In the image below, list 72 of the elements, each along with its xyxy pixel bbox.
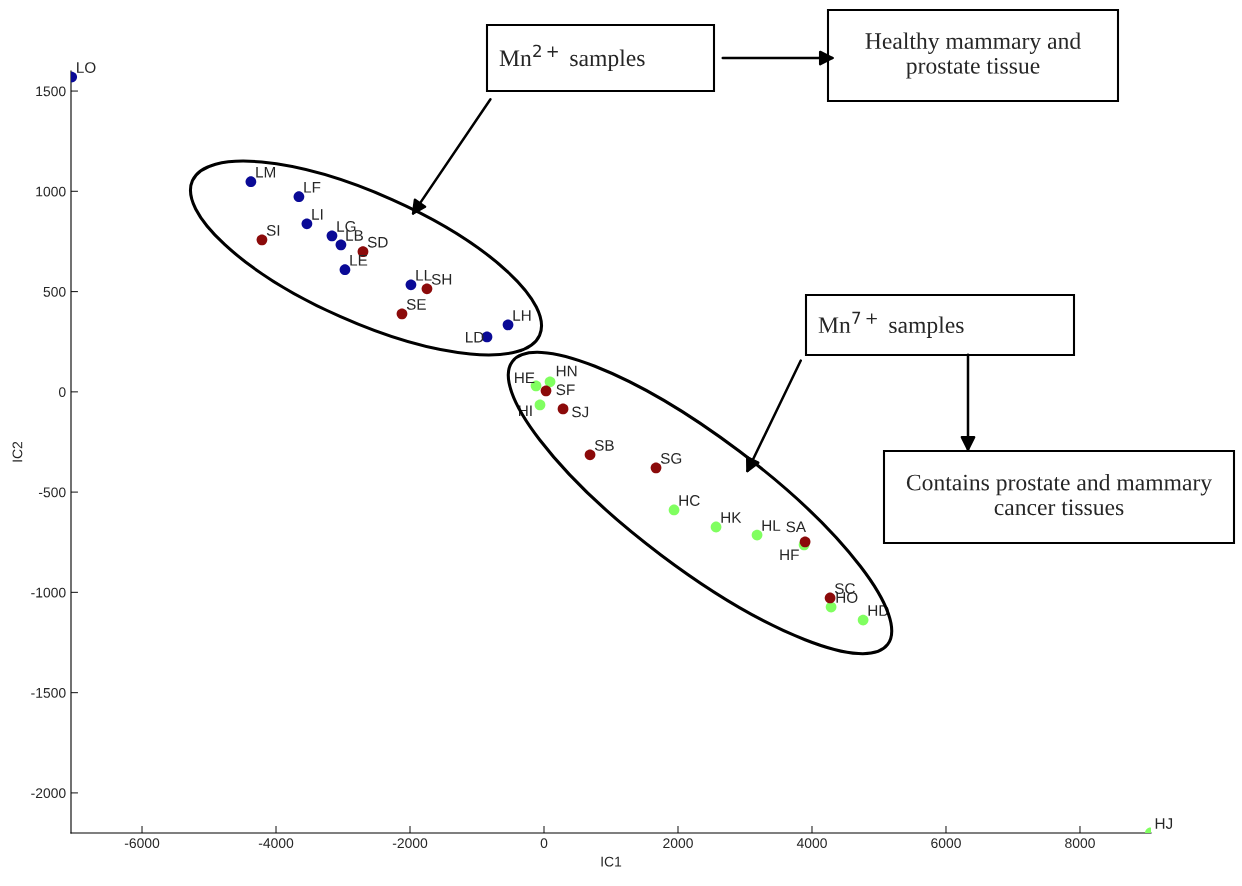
point bbox=[339, 264, 351, 276]
data-label: SH bbox=[431, 273, 452, 285]
data-label: HE bbox=[515, 372, 535, 384]
x-tick-label: 4000 bbox=[796, 838, 827, 849]
point bbox=[534, 399, 546, 411]
x-tick-label: 8000 bbox=[1065, 838, 1095, 849]
x-tick-label: -4000 bbox=[258, 838, 294, 849]
data-label: HK bbox=[721, 512, 742, 523]
point bbox=[540, 385, 552, 397]
data-label: LL bbox=[416, 270, 432, 281]
x-tick-label: -2000 bbox=[392, 838, 428, 849]
y-tick-label: 0 bbox=[58, 387, 66, 398]
point bbox=[751, 529, 763, 541]
data-label: SB bbox=[594, 439, 614, 451]
data-label: LH bbox=[513, 310, 531, 321]
point bbox=[544, 376, 556, 388]
data-label: LG bbox=[337, 221, 356, 232]
y-tick-label: -1500 bbox=[31, 687, 66, 698]
point bbox=[335, 239, 347, 251]
x-tick-label: 2000 bbox=[663, 838, 693, 849]
y-tick-label: -500 bbox=[38, 487, 66, 498]
annotation: Contains prostate and mammary cancer tissues bbox=[906, 473, 1213, 516]
data-label: LE bbox=[350, 255, 368, 266]
data-label: HO bbox=[836, 592, 858, 603]
point bbox=[293, 191, 305, 203]
y-tick-label: -2000 bbox=[31, 788, 66, 799]
data-label: LM bbox=[256, 167, 276, 178]
data-label: HC bbox=[679, 495, 700, 506]
data-label: HL bbox=[762, 520, 781, 531]
data-label: SE bbox=[406, 299, 426, 310]
point bbox=[584, 449, 596, 461]
y-tick-label: 1500 bbox=[36, 86, 66, 97]
data-label: HN bbox=[556, 365, 577, 377]
point bbox=[421, 283, 433, 295]
point bbox=[245, 176, 257, 188]
data-label: SG bbox=[660, 453, 682, 464]
data-label: LF bbox=[304, 182, 321, 193]
point bbox=[502, 319, 514, 331]
point bbox=[857, 614, 869, 626]
x-tick-label: 0 bbox=[540, 838, 548, 849]
point bbox=[825, 601, 837, 613]
point bbox=[824, 592, 836, 604]
data-label: SF bbox=[556, 384, 575, 396]
data-label: HJ bbox=[1155, 818, 1173, 829]
x-axis-title: IC1 bbox=[601, 856, 622, 867]
data-label: SA bbox=[786, 521, 806, 533]
annotation: Healthy mammary and prostate tissue bbox=[865, 32, 1081, 79]
x-tick-label: -6000 bbox=[124, 838, 160, 849]
y-tick-label: 500 bbox=[43, 286, 66, 297]
y-axis-title: IC2 bbox=[12, 441, 23, 462]
point bbox=[405, 279, 417, 291]
point bbox=[557, 403, 569, 415]
data-label: HF bbox=[780, 549, 799, 561]
data-label: LO bbox=[77, 62, 96, 73]
annotation: Mn$^{7+}$ samples bbox=[818, 311, 964, 338]
point bbox=[326, 230, 338, 242]
text: Mn$^{2+}$ samples bbox=[499, 44, 645, 71]
point bbox=[256, 234, 268, 246]
point bbox=[301, 218, 313, 230]
data-label: SJ bbox=[572, 406, 589, 418]
point bbox=[396, 308, 408, 320]
data-label: LB bbox=[346, 230, 363, 241]
y-tick-label: -1000 bbox=[31, 587, 66, 598]
data-label: SI bbox=[266, 225, 280, 236]
y-tick-label: 1000 bbox=[36, 186, 66, 197]
data-label: SD bbox=[367, 236, 388, 248]
point bbox=[650, 462, 662, 474]
point bbox=[668, 504, 680, 516]
data-label: LI bbox=[312, 209, 323, 220]
data-label: SC bbox=[834, 583, 855, 594]
point bbox=[710, 521, 722, 533]
x-tick-label: 6000 bbox=[931, 838, 961, 849]
